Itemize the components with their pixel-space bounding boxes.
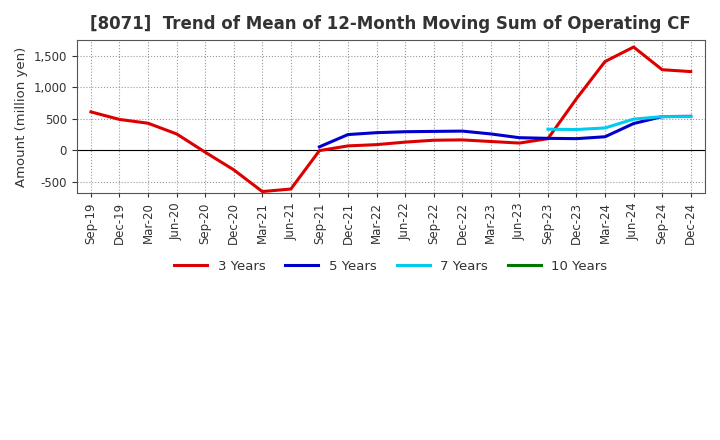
Y-axis label: Amount (million yen): Amount (million yen) (15, 47, 28, 187)
Title: [8071]  Trend of Mean of 12-Month Moving Sum of Operating CF: [8071] Trend of Mean of 12-Month Moving … (91, 15, 691, 33)
Legend: 3 Years, 5 Years, 7 Years, 10 Years: 3 Years, 5 Years, 7 Years, 10 Years (169, 255, 613, 279)
